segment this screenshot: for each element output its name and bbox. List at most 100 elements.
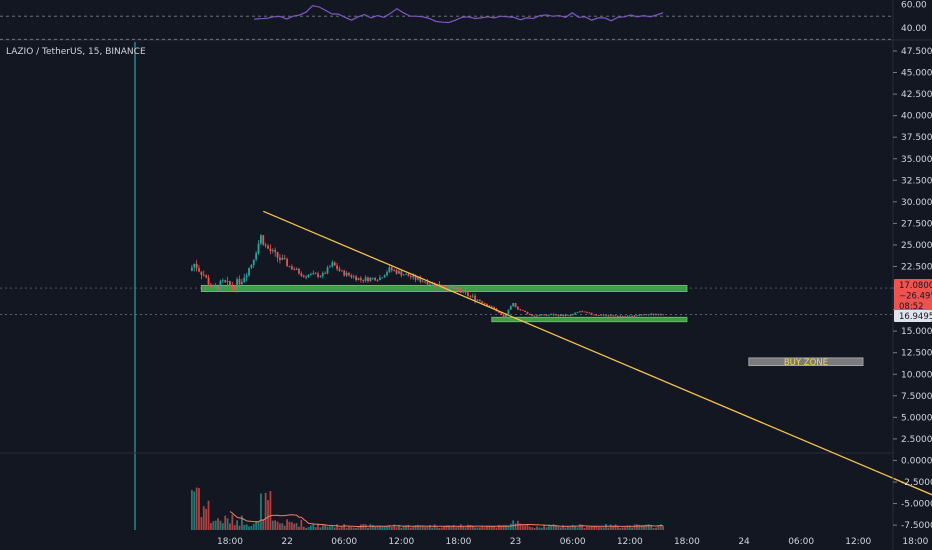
volume-bar [198, 488, 200, 530]
candle-body [331, 262, 334, 267]
volume-bars [190, 487, 665, 530]
support-zone [491, 316, 688, 323]
volume-bar [333, 527, 336, 530]
trendline[interactable] [263, 210, 932, 501]
candle-body [481, 301, 484, 303]
volume-bar [528, 526, 531, 530]
candle-body [362, 279, 365, 281]
volume-bar [555, 524, 557, 530]
candle-body [507, 309, 510, 315]
volume-bar [428, 525, 431, 530]
volume-bar [602, 527, 605, 530]
candle-body [286, 258, 288, 267]
candle-body [236, 279, 238, 289]
volume-bar [452, 524, 455, 530]
candle-body [388, 267, 391, 273]
current-price-text: 17.0800 [899, 281, 932, 291]
volume-bar [498, 524, 500, 530]
candle-body [269, 248, 272, 251]
time-tick-label: 23 [510, 537, 521, 547]
candle-body [662, 314, 665, 316]
volume-bar [419, 525, 422, 530]
volume-bar [362, 524, 365, 530]
volume-bar [302, 526, 305, 530]
volume-bar [471, 525, 474, 530]
volume-bar [324, 525, 327, 530]
time-tick-label: 18:00 [902, 537, 928, 547]
candle-body [276, 252, 279, 258]
candle-body [586, 311, 588, 313]
volume-bar [286, 519, 288, 530]
candle-body [393, 270, 396, 271]
candle-body [390, 267, 393, 271]
candle-body [555, 314, 557, 316]
volume-bar [321, 525, 324, 530]
volume-bar [557, 526, 560, 530]
price-tick-label: 2.5000 [901, 435, 932, 445]
volume-bar [402, 526, 405, 530]
candle-body [650, 313, 653, 315]
volume-bar [440, 527, 443, 530]
volume-bar [455, 527, 457, 530]
time-axis[interactable]: 18:00 22 06:00 12:00 18:00 23 06:00 12:00 18:00 2… [217, 537, 929, 547]
volume-bar [583, 527, 586, 530]
volume-bar [607, 527, 610, 530]
volume-bar [226, 518, 229, 530]
candle-body [293, 269, 296, 271]
volume-bar [533, 527, 536, 530]
volume-bar [483, 527, 486, 530]
candle-body [450, 285, 453, 288]
candle-body [528, 313, 531, 315]
candle-body [448, 285, 450, 290]
volume-bar [205, 508, 208, 530]
candle-body [274, 250, 277, 253]
candle-body [626, 316, 629, 318]
volume-bar [462, 526, 465, 530]
candle-body [207, 277, 210, 285]
candle-body [193, 263, 196, 268]
volume-bar [359, 524, 362, 530]
volume-bar [502, 525, 505, 530]
volume-bar [505, 525, 507, 530]
volume-bar [388, 525, 391, 530]
time-tick-label: 12:00 [617, 537, 643, 547]
candle-body [412, 275, 415, 278]
candle-body [524, 310, 526, 312]
volume-bar [424, 527, 427, 530]
volume-bar [329, 526, 331, 530]
candle-body [283, 257, 286, 259]
volume-bar [655, 527, 657, 530]
volume-bar [374, 526, 377, 530]
volume-bar [267, 500, 269, 530]
volume-bar [264, 492, 267, 530]
candle-body [219, 281, 222, 290]
volume-bar [200, 516, 203, 530]
candle-body [317, 273, 319, 277]
volume-bar [236, 520, 238, 530]
rsi-tick-label: 40.00 [901, 24, 927, 34]
candle-body [643, 314, 645, 316]
candle-body [567, 314, 569, 316]
volume-bar [348, 526, 350, 530]
candle-body [243, 277, 246, 283]
volume-bar [317, 524, 319, 530]
current-price-badge [894, 279, 932, 313]
candle-body [383, 275, 386, 278]
volume-bar [383, 526, 386, 530]
candle-body [240, 282, 243, 285]
volume-bar [414, 525, 417, 530]
candle-body [614, 315, 617, 317]
candle-body [462, 290, 465, 293]
volume-bar [355, 527, 357, 530]
candle-body [321, 273, 324, 277]
candle-body [552, 314, 555, 316]
volume-bar [514, 523, 517, 530]
volume-bar [481, 526, 484, 530]
volume-bar [407, 524, 410, 530]
price-axis[interactable]: 47.5000 45.0000 42.5000 40.0000 37.5000 35.00… [892, 0, 932, 550]
volume-bar [224, 515, 227, 530]
volume-bar [624, 527, 626, 530]
candle-body [455, 287, 457, 290]
buy-zone-box[interactable] [748, 357, 864, 367]
candle-body [379, 277, 381, 281]
